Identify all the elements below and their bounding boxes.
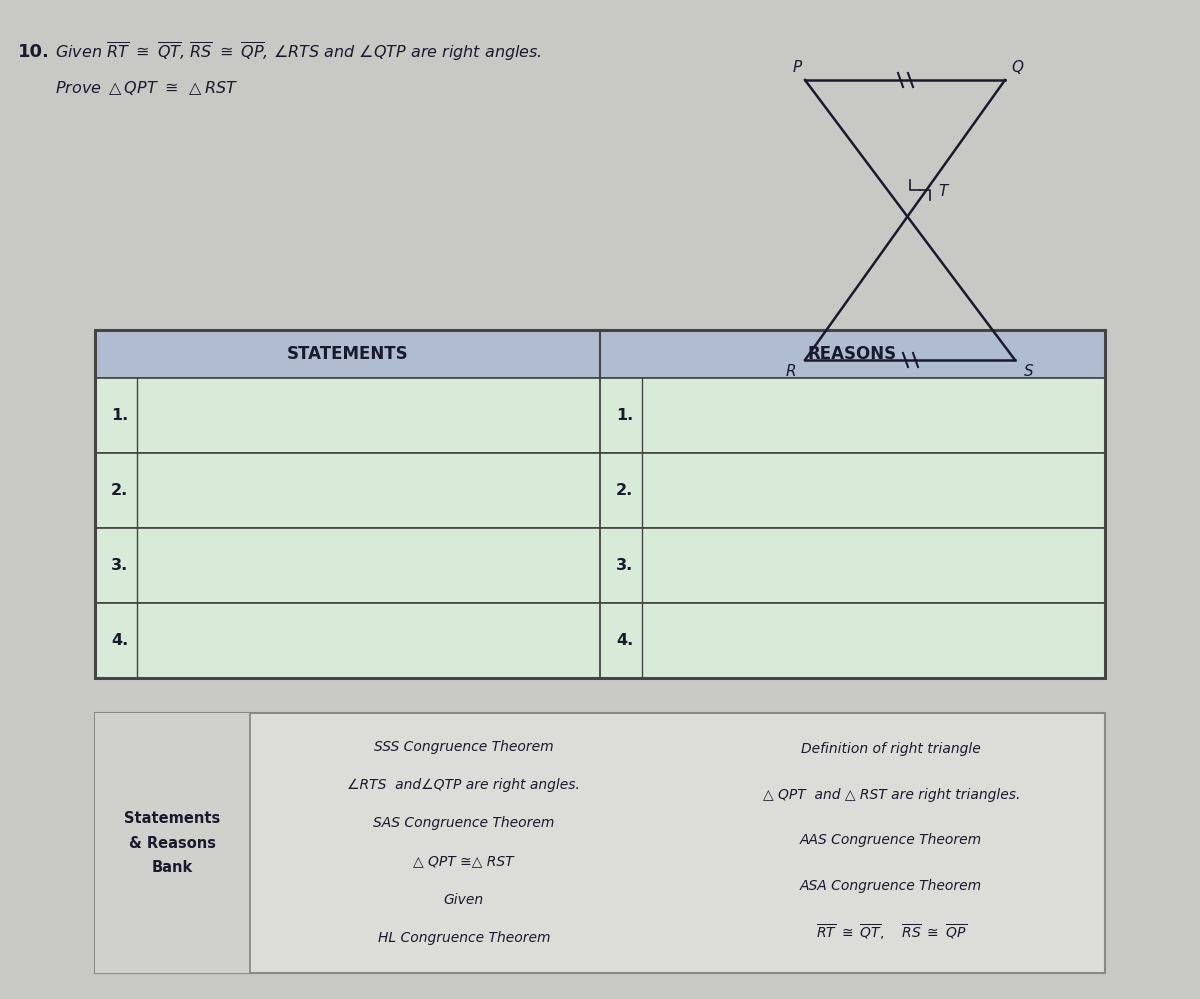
FancyBboxPatch shape [95, 603, 1105, 678]
FancyBboxPatch shape [95, 378, 1105, 453]
Text: STATEMENTS: STATEMENTS [287, 345, 408, 363]
Text: Prove $\triangle$QPT $\cong$ $\triangle$RST: Prove $\triangle$QPT $\cong$ $\triangle$… [55, 79, 239, 97]
Text: 4.: 4. [112, 633, 128, 648]
Text: Given $\overline{RT}$ $\cong$ $\overline{QT}$, $\overline{RS}$ $\cong$ $\overlin: Given $\overline{RT}$ $\cong$ $\overline… [55, 41, 542, 64]
Text: SAS Congruence Theorem: SAS Congruence Theorem [373, 816, 554, 830]
Text: 4.: 4. [616, 633, 634, 648]
Text: S: S [1024, 365, 1034, 380]
Text: 1.: 1. [616, 408, 634, 423]
Text: 3.: 3. [112, 558, 128, 573]
FancyBboxPatch shape [95, 453, 1105, 528]
Text: Statements
& Reasons
Bank: Statements & Reasons Bank [125, 811, 221, 875]
Text: 2.: 2. [616, 483, 634, 498]
Text: REASONS: REASONS [808, 345, 898, 363]
Text: ASA Congruence Theorem: ASA Congruence Theorem [800, 879, 983, 893]
Text: SSS Congruence Theorem: SSS Congruence Theorem [374, 739, 553, 753]
Text: P: P [792, 61, 802, 76]
Text: 10.: 10. [18, 43, 50, 61]
Text: T: T [938, 185, 947, 200]
Text: Definition of right triangle: Definition of right triangle [802, 741, 982, 755]
Text: AAS Congruence Theorem: AAS Congruence Theorem [800, 833, 983, 847]
Text: HL Congruence Theorem: HL Congruence Theorem [378, 931, 550, 945]
FancyBboxPatch shape [95, 713, 1105, 973]
FancyBboxPatch shape [95, 713, 250, 973]
Text: 2.: 2. [112, 483, 128, 498]
FancyBboxPatch shape [95, 528, 1105, 603]
Text: R: R [786, 365, 797, 380]
Text: Given: Given [444, 893, 484, 907]
Text: $\overline{RT}$ $\cong$ $\overline{QT}$,    $\overline{RS}$ $\cong$ $\overline{Q: $\overline{RT}$ $\cong$ $\overline{QT}$,… [816, 922, 967, 941]
Text: △ QPT  and △ RST are right triangles.: △ QPT and △ RST are right triangles. [762, 787, 1020, 801]
Text: △ QPT ≅△ RST: △ QPT ≅△ RST [414, 855, 514, 869]
Text: ∠RTS  and∠QTP are right angles.: ∠RTS and∠QTP are right angles. [347, 778, 580, 792]
Text: 3.: 3. [616, 558, 634, 573]
Text: 1.: 1. [112, 408, 128, 423]
FancyBboxPatch shape [95, 330, 1105, 378]
Text: Q: Q [1010, 61, 1022, 76]
